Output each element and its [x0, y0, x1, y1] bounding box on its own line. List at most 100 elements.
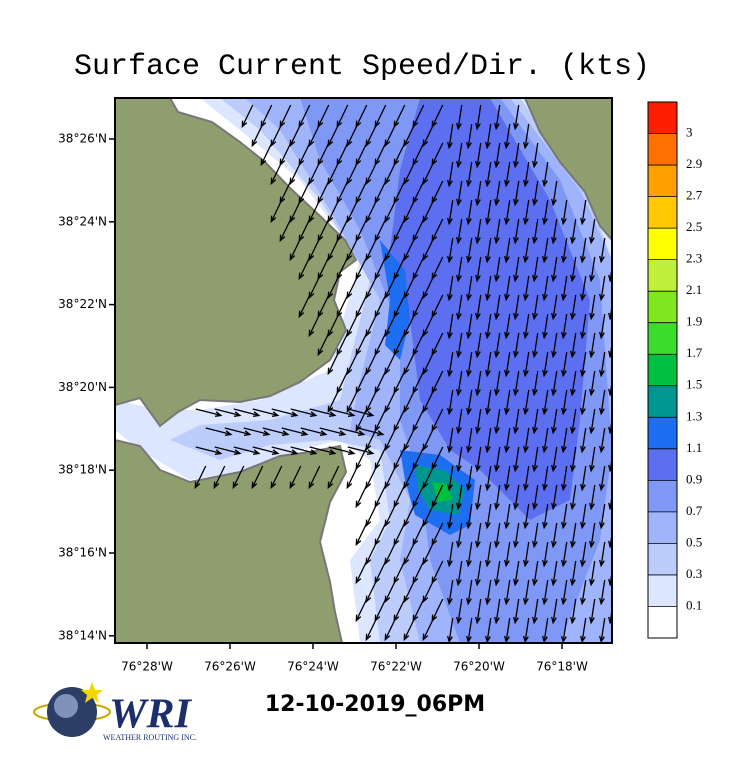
logo: WRI WEATHER ROUTING INC.: [33, 682, 197, 742]
arrow: [384, 313, 397, 338]
arrow: [580, 465, 587, 492]
arrow: [485, 579, 492, 606]
arrow: [523, 427, 530, 454]
colorbar-label: 2.3: [686, 251, 702, 266]
colorbar-label: 2.9: [686, 156, 702, 171]
arrow: [300, 427, 328, 436]
arrow: [570, 370, 577, 397]
arrow: [561, 579, 568, 606]
arrow: [513, 256, 520, 283]
arrow: [456, 446, 463, 473]
arrow: [447, 123, 454, 150]
arrow: [308, 275, 321, 300]
map-frame: [114, 97, 613, 644]
arrow: [243, 427, 271, 436]
arrow: [475, 142, 482, 169]
arrow: [589, 560, 596, 587]
arrow: [289, 161, 302, 186]
arrow: [551, 332, 558, 359]
arrow: [504, 275, 511, 302]
arrow: [494, 294, 501, 321]
arrow: [475, 408, 482, 435]
arrow: [403, 123, 416, 148]
arrow: [523, 123, 530, 150]
arrow: [466, 237, 473, 264]
arrow: [233, 408, 261, 417]
colorbar-swatch: [648, 196, 677, 229]
arrow: [561, 237, 568, 264]
colorbar-swatch: [648, 133, 677, 166]
arrow: [532, 142, 539, 169]
arrow: [290, 408, 318, 417]
arrow: [580, 199, 587, 226]
arrow: [422, 161, 435, 186]
arrow: [532, 522, 539, 549]
arrow: [542, 541, 549, 568]
arrow: [485, 123, 492, 150]
arrow: [365, 465, 378, 490]
arrow: [403, 237, 416, 262]
arrow: [338, 427, 366, 436]
arrow: [504, 427, 511, 454]
arrow: [513, 294, 520, 321]
arrow: [308, 161, 321, 186]
colorbar-swatch: [648, 574, 677, 607]
arrow: [456, 522, 463, 549]
arrow: [599, 617, 606, 643]
arrow: [589, 522, 596, 549]
arrow: [504, 465, 511, 492]
arrow: [475, 180, 482, 207]
arrow: [241, 104, 254, 129]
arrow: [403, 427, 416, 452]
y-tick-label: 38°14'N: [58, 628, 107, 642]
arrow: [504, 313, 511, 340]
arrow: [447, 275, 454, 302]
arrow: [485, 503, 492, 530]
colorbar-swatch: [648, 322, 677, 355]
arrow: [466, 503, 473, 530]
arrow: [580, 617, 587, 643]
arrow: [494, 598, 501, 625]
arrow: [365, 237, 378, 262]
arrow: [328, 408, 356, 417]
arrow: [224, 427, 252, 436]
arrow: [279, 218, 292, 243]
colorbar-label: 2.5: [686, 219, 702, 234]
arrow: [289, 199, 302, 224]
arrow: [290, 446, 318, 455]
arrow: [570, 560, 577, 587]
arrow: [513, 560, 520, 587]
arrow: [365, 161, 378, 186]
arrow: [580, 541, 587, 568]
arrow: [213, 465, 226, 490]
arrow: [447, 237, 454, 264]
arrow: [523, 389, 530, 416]
arrow: [456, 256, 463, 283]
arrow: [447, 313, 454, 340]
arrow: [542, 503, 549, 530]
arrow: [494, 142, 501, 169]
arrow: [485, 237, 492, 264]
arrow: [384, 617, 397, 642]
arrow: [456, 294, 463, 321]
arrow: [422, 389, 435, 414]
arrow: [532, 180, 539, 207]
arrow: [456, 142, 463, 169]
arrow: [195, 408, 223, 417]
arrow: [475, 256, 482, 283]
arrow: [289, 237, 302, 262]
arrow: [422, 275, 435, 300]
arrow: [466, 427, 473, 454]
arrow: [532, 408, 539, 435]
arrow: [551, 218, 558, 245]
arrow: [355, 484, 368, 509]
arrow: [523, 161, 530, 188]
arrow: [599, 465, 606, 492]
arrow: [384, 161, 397, 186]
arrow: [365, 541, 378, 566]
arrow: [475, 370, 482, 397]
arrow: [403, 579, 416, 604]
x-tick-label: 76°26'W: [204, 660, 256, 674]
arrow: [403, 161, 416, 186]
arrow: [346, 465, 359, 490]
